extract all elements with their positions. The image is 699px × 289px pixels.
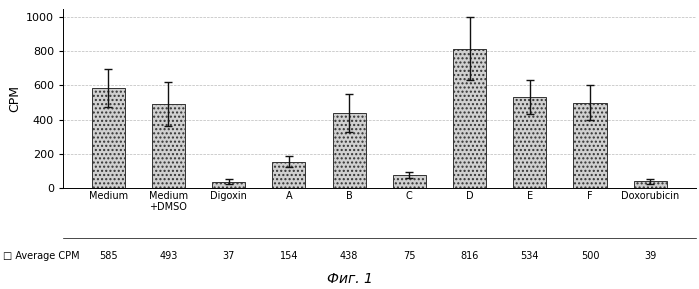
Bar — [453, 49, 486, 188]
Text: 438: 438 — [340, 251, 359, 261]
Bar — [273, 162, 305, 188]
Bar — [333, 113, 366, 188]
Text: □ Average CPM: □ Average CPM — [3, 251, 80, 261]
Text: 37: 37 — [222, 251, 235, 261]
Text: 534: 534 — [521, 251, 539, 261]
Text: 154: 154 — [280, 251, 298, 261]
Text: 816: 816 — [461, 251, 479, 261]
Text: 75: 75 — [403, 251, 416, 261]
Bar — [212, 181, 245, 188]
Bar — [393, 175, 426, 188]
Y-axis label: CPM: CPM — [8, 85, 22, 112]
Bar — [633, 181, 667, 188]
Text: 585: 585 — [99, 251, 117, 261]
Bar — [92, 88, 125, 188]
Text: 500: 500 — [581, 251, 599, 261]
Bar — [513, 97, 547, 188]
Bar — [573, 103, 607, 188]
Text: Фиг. 1: Фиг. 1 — [326, 272, 373, 286]
Text: 493: 493 — [159, 251, 178, 261]
Bar — [152, 104, 185, 188]
Text: 39: 39 — [644, 251, 656, 261]
